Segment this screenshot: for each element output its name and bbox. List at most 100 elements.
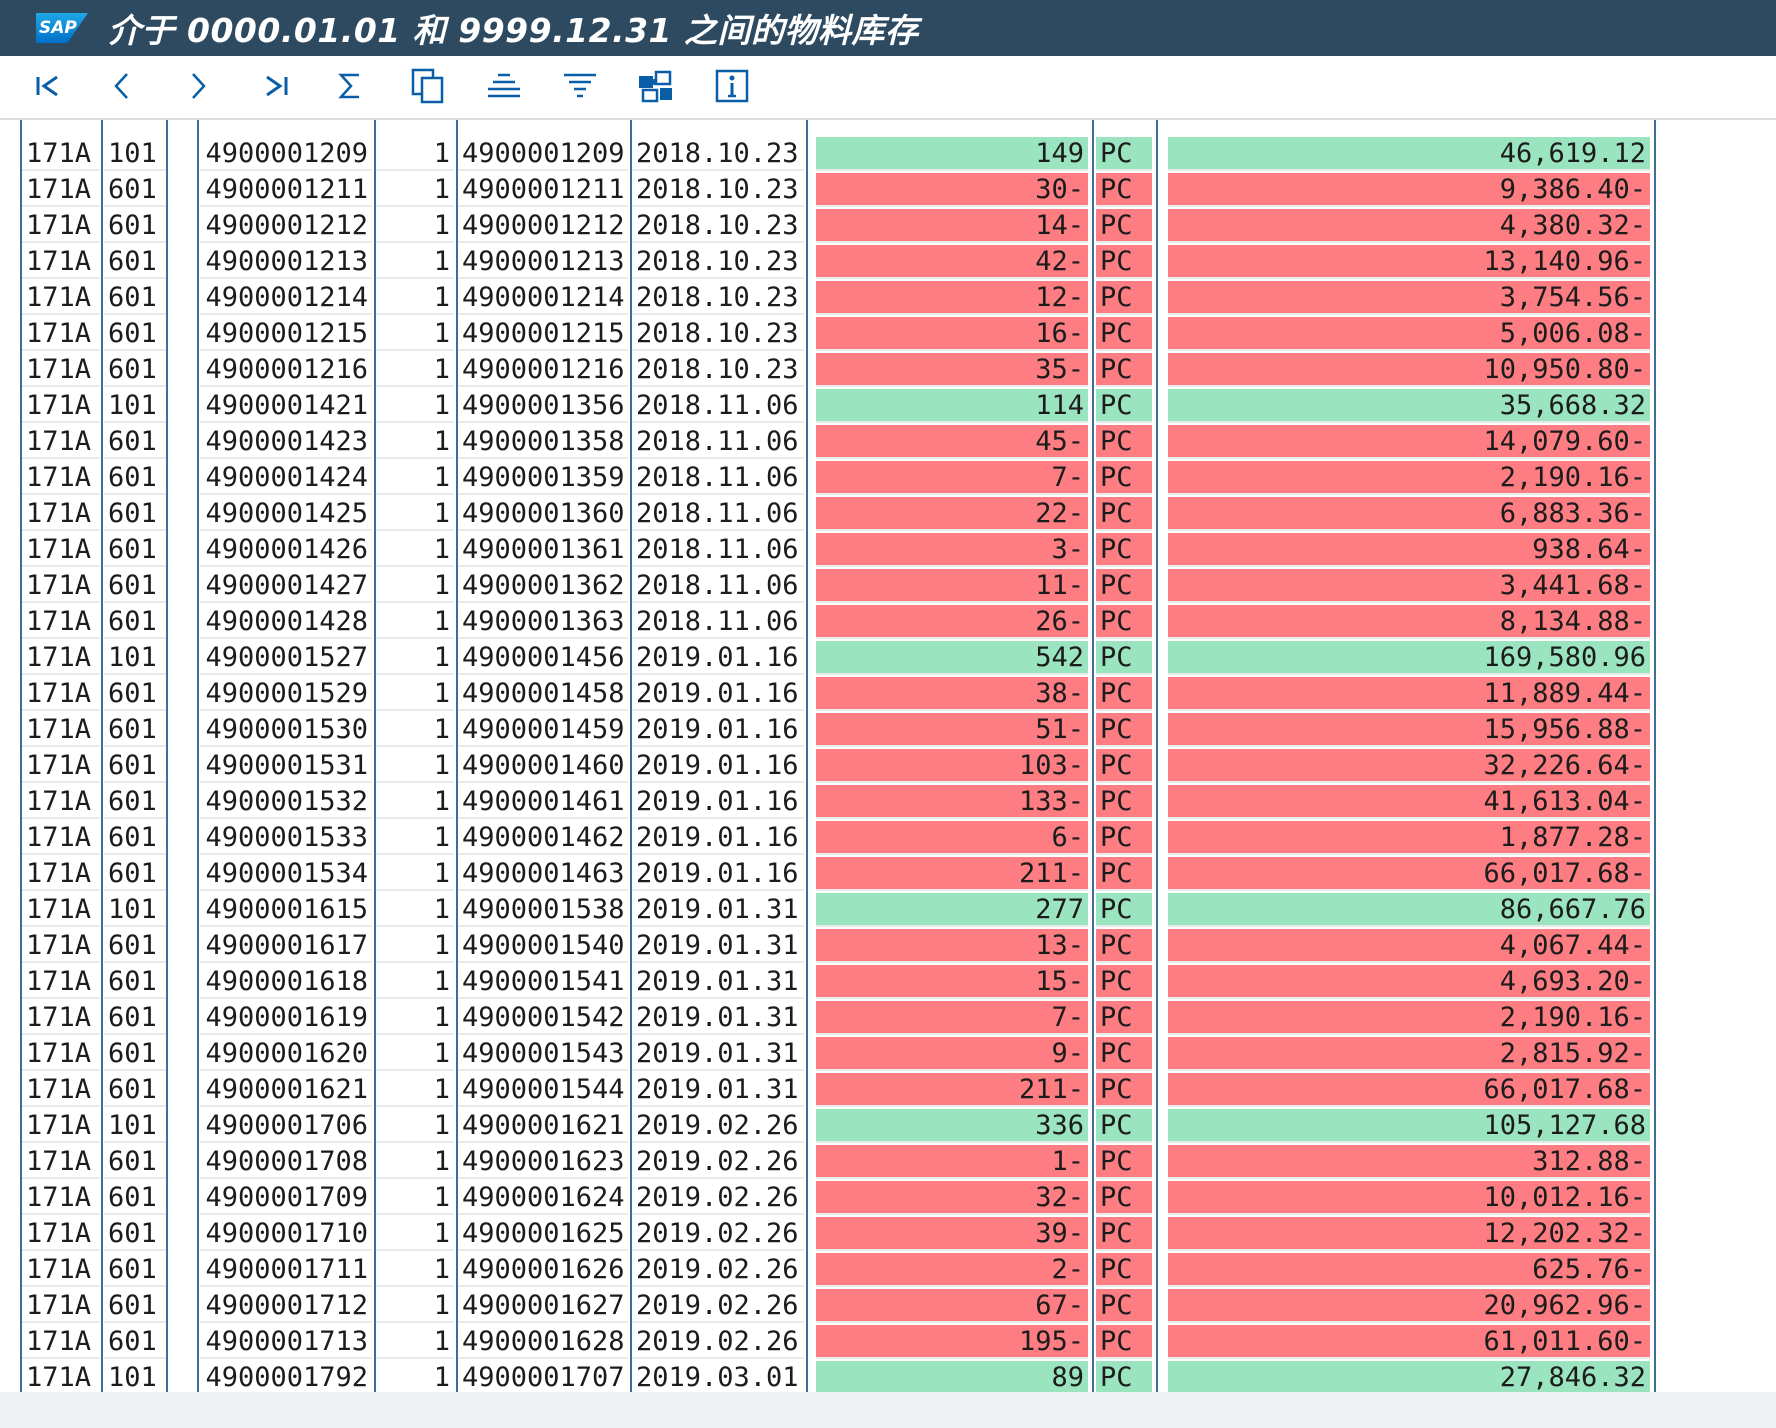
quantity-cell[interactable]: 30- [816, 173, 1088, 207]
material-document-cell[interactable]: 4900001215 [200, 317, 372, 351]
plant-cell[interactable]: 171A [22, 389, 100, 423]
material-document-cell[interactable]: 4900001711 [200, 1253, 372, 1287]
info-button[interactable] [710, 66, 754, 106]
table-row[interactable]: 171A 601 4900001618 1 4900001541 2019.01.31 15… [0, 965, 1776, 1001]
table-row[interactable]: 171A 101 4900001706 1 4900001621 2019.02.26 33… [0, 1109, 1776, 1145]
plant-cell[interactable]: 171A [22, 1145, 100, 1179]
movement-type-cell[interactable]: 601 [104, 209, 166, 243]
amount-cell[interactable]: 32,226.64- [1168, 749, 1650, 783]
material-document-cell[interactable]: 4900001529 [200, 677, 372, 711]
movement-type-cell[interactable]: 601 [104, 857, 166, 891]
plant-cell[interactable]: 171A [22, 1217, 100, 1251]
posting-date-cell[interactable]: 2019.01.31 [632, 1073, 804, 1107]
quantity-cell[interactable]: 13- [816, 929, 1088, 963]
item-cell[interactable]: 1 [376, 569, 454, 603]
posting-date-cell[interactable]: 2018.10.23 [632, 281, 804, 315]
material-document-cell[interactable]: 4900001709 [200, 1181, 372, 1215]
movement-type-cell[interactable]: 601 [104, 245, 166, 279]
quantity-cell[interactable]: 42- [816, 245, 1088, 279]
table-row[interactable]: 171A 101 4900001527 1 4900001456 2019.01.16 54… [0, 641, 1776, 677]
posting-date-cell[interactable]: 2018.11.06 [632, 569, 804, 603]
unit-cell[interactable]: PC [1096, 1145, 1152, 1179]
item-cell[interactable]: 1 [376, 137, 454, 171]
movement-type-cell[interactable]: 601 [104, 965, 166, 999]
reference-cell[interactable]: 4900001356 [458, 389, 628, 423]
amount-cell[interactable]: 66,017.68- [1168, 857, 1650, 891]
reference-cell[interactable]: 4900001623 [458, 1145, 628, 1179]
movement-type-cell[interactable]: 101 [104, 1109, 166, 1143]
movement-type-cell[interactable]: 101 [104, 1361, 166, 1395]
unit-cell[interactable]: PC [1096, 713, 1152, 747]
material-document-cell[interactable]: 4900001615 [200, 893, 372, 927]
reference-cell[interactable]: 4900001363 [458, 605, 628, 639]
material-document-cell[interactable]: 4900001620 [200, 1037, 372, 1071]
reference-cell[interactable]: 4900001544 [458, 1073, 628, 1107]
item-cell[interactable]: 1 [376, 1145, 454, 1179]
material-document-cell[interactable]: 4900001421 [200, 389, 372, 423]
material-document-cell[interactable]: 4900001617 [200, 929, 372, 963]
item-cell[interactable]: 1 [376, 317, 454, 351]
quantity-cell[interactable]: 22- [816, 497, 1088, 531]
reference-cell[interactable]: 4900001209 [458, 137, 628, 171]
amount-cell[interactable]: 9,386.40- [1168, 173, 1650, 207]
reference-cell[interactable]: 4900001625 [458, 1217, 628, 1251]
item-cell[interactable]: 1 [376, 1109, 454, 1143]
table-row[interactable]: 171A 601 4900001427 1 4900001362 2018.11.06 11… [0, 569, 1776, 605]
item-cell[interactable]: 1 [376, 245, 454, 279]
table-row[interactable]: 171A 601 4900001617 1 4900001540 2019.01.31 13… [0, 929, 1776, 965]
plant-cell[interactable]: 171A [22, 353, 100, 387]
table-row[interactable]: 171A 601 4900001532 1 4900001461 2019.01.16 13… [0, 785, 1776, 821]
reference-cell[interactable]: 4900001458 [458, 677, 628, 711]
posting-date-cell[interactable]: 2019.01.16 [632, 821, 804, 855]
movement-type-cell[interactable]: 601 [104, 569, 166, 603]
movement-type-cell[interactable]: 601 [104, 929, 166, 963]
movement-type-cell[interactable]: 601 [104, 605, 166, 639]
amount-cell[interactable]: 27,846.32 [1168, 1361, 1650, 1395]
reference-cell[interactable]: 4900001540 [458, 929, 628, 963]
posting-date-cell[interactable]: 2019.01.16 [632, 641, 804, 675]
quantity-cell[interactable]: 26- [816, 605, 1088, 639]
amount-cell[interactable]: 2,190.16- [1168, 461, 1650, 495]
movement-type-cell[interactable]: 601 [104, 173, 166, 207]
item-cell[interactable]: 1 [376, 173, 454, 207]
material-document-cell[interactable]: 4900001706 [200, 1109, 372, 1143]
unit-cell[interactable]: PC [1096, 1253, 1152, 1287]
reference-cell[interactable]: 4900001543 [458, 1037, 628, 1071]
plant-cell[interactable]: 171A [22, 821, 100, 855]
quantity-cell[interactable]: 114 [816, 389, 1088, 423]
reference-cell[interactable]: 4900001212 [458, 209, 628, 243]
posting-date-cell[interactable]: 2018.11.06 [632, 605, 804, 639]
table-row[interactable]: 171A 601 4900001530 1 4900001459 2019.01.16 51… [0, 713, 1776, 749]
item-cell[interactable]: 1 [376, 929, 454, 963]
quantity-cell[interactable]: 211- [816, 1073, 1088, 1107]
unit-cell[interactable]: PC [1096, 389, 1152, 423]
unit-cell[interactable]: PC [1096, 893, 1152, 927]
unit-cell[interactable]: PC [1096, 1037, 1152, 1071]
movement-type-cell[interactable]: 601 [104, 1217, 166, 1251]
plant-cell[interactable]: 171A [22, 893, 100, 927]
amount-cell[interactable]: 46,619.12 [1168, 137, 1650, 171]
quantity-cell[interactable]: 149 [816, 137, 1088, 171]
movement-type-cell[interactable]: 601 [104, 1325, 166, 1359]
plant-cell[interactable]: 171A [22, 317, 100, 351]
plant-cell[interactable]: 171A [22, 1109, 100, 1143]
item-cell[interactable]: 1 [376, 1073, 454, 1107]
quantity-cell[interactable]: 9- [816, 1037, 1088, 1071]
unit-cell[interactable]: PC [1096, 1073, 1152, 1107]
quantity-cell[interactable]: 133- [816, 785, 1088, 819]
material-document-cell[interactable]: 4900001712 [200, 1289, 372, 1323]
table-row[interactable]: 171A 601 4900001531 1 4900001460 2019.01.16 10… [0, 749, 1776, 785]
plant-cell[interactable]: 171A [22, 1253, 100, 1287]
item-cell[interactable]: 1 [376, 1001, 454, 1035]
plant-cell[interactable]: 171A [22, 533, 100, 567]
material-document-cell[interactable]: 4900001212 [200, 209, 372, 243]
table-row[interactable]: 171A 601 4900001426 1 4900001361 2018.11.06 3-… [0, 533, 1776, 569]
posting-date-cell[interactable]: 2019.01.16 [632, 749, 804, 783]
quantity-cell[interactable]: 7- [816, 1001, 1088, 1035]
amount-cell[interactable]: 6,883.36- [1168, 497, 1650, 531]
plant-cell[interactable]: 171A [22, 857, 100, 891]
quantity-cell[interactable]: 7- [816, 461, 1088, 495]
amount-cell[interactable]: 11,889.44- [1168, 677, 1650, 711]
reference-cell[interactable]: 4900001362 [458, 569, 628, 603]
reference-cell[interactable]: 4900001360 [458, 497, 628, 531]
